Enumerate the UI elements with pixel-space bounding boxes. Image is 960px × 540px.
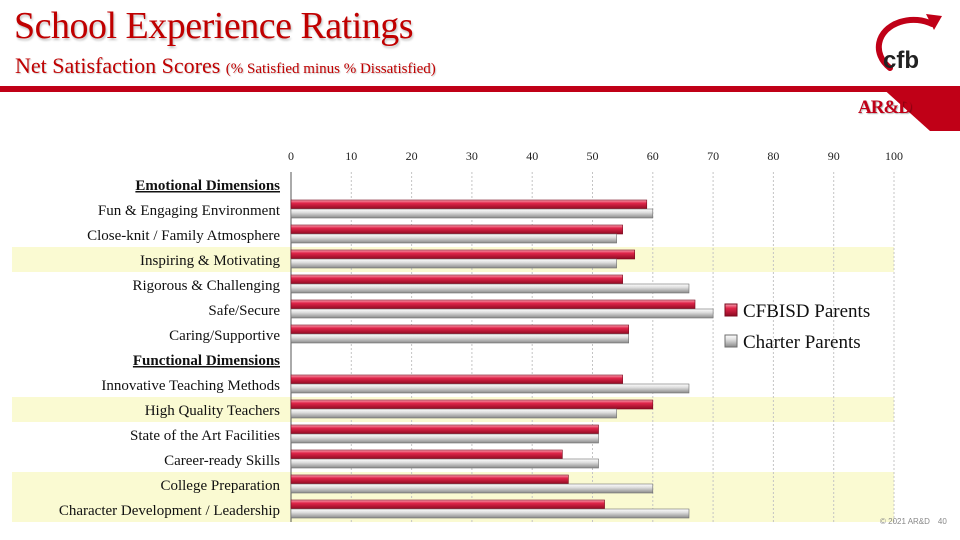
bar-charter: [290, 333, 629, 344]
footer: © 2021 AR&D 40: [880, 517, 955, 526]
bar-charter: [290, 233, 617, 244]
brand-label: AR&D: [858, 97, 912, 118]
x-tick-label: 50: [587, 149, 599, 163]
x-tick-label: 100: [885, 149, 903, 163]
bar-cfbisd: [290, 299, 696, 310]
x-tick-label: 30: [466, 149, 478, 163]
subtitle-note: (% Satisfied minus % Dissatisfied): [225, 61, 436, 77]
category-label: State of the Art Facilities: [130, 428, 280, 444]
x-tick-label: 10: [345, 149, 357, 163]
bars: [290, 199, 714, 519]
category-label: Fun & Engaging Environment: [98, 203, 281, 219]
bar-charter: [290, 508, 690, 519]
bar-charter: [290, 483, 654, 494]
subtitle-main: Net Satisfaction Scores: [15, 53, 221, 78]
brand-corner-decoration: [880, 86, 960, 131]
logo-swoosh-icon: [875, 16, 935, 71]
section-header: Emotional Dimensions: [135, 178, 280, 194]
x-tick-label: 20: [406, 149, 418, 163]
bar-charter: [290, 208, 654, 219]
category-label: Inspiring & Motivating: [140, 253, 280, 269]
x-tick-label: 70: [707, 149, 719, 163]
bar-cfbisd: [290, 249, 636, 260]
bar-charter: [290, 283, 690, 294]
bar-cfbisd: [290, 324, 629, 335]
bar-cfbisd: [290, 449, 563, 460]
bar-cfbisd: [290, 474, 569, 485]
bar-cfbisd: [290, 499, 605, 510]
bar-charter: [290, 258, 617, 269]
legend: CFBISD Parents Charter Parents: [724, 301, 870, 353]
logo-text: cfb: [883, 47, 919, 74]
copyright: © 2021 AR&D: [880, 517, 930, 526]
bar-charter: [290, 408, 617, 419]
category-label: Character Development / Leadership: [59, 503, 280, 519]
category-label: High Quality Teachers: [145, 403, 280, 419]
category-label: Rigorous & Challenging: [133, 278, 281, 294]
bar-cfbisd: [290, 399, 654, 410]
bar-cfbisd: [290, 274, 623, 285]
category-label: Career-ready Skills: [164, 453, 280, 469]
row-labels: Emotional Dimensions Fun & Engaging Envir…: [59, 178, 281, 519]
x-tick-label: 80: [767, 149, 779, 163]
cfb-logo: cfb: [875, 14, 942, 74]
bar-charter: [290, 308, 714, 319]
bar-charter: [290, 433, 599, 444]
slide-subtitle: Net Satisfaction Scores (% Satisfied min…: [15, 53, 436, 79]
x-tick-label: 90: [828, 149, 840, 163]
bar-cfbisd: [290, 374, 623, 385]
bar-charter: [290, 383, 690, 394]
legend-label-charter: Charter Parents: [743, 332, 861, 353]
bar-cfbisd: [290, 424, 599, 435]
category-label: Innovative Teaching Methods: [101, 378, 280, 394]
page-number: 40: [937, 517, 947, 526]
x-axis-ticks: 0 10 20 30 40 50 60 70 80 90 100: [288, 149, 903, 163]
legend-swatch-cfbisd: [724, 303, 738, 317]
legend-swatch-charter: [724, 334, 738, 348]
slide-title: School Experience Ratings: [14, 5, 414, 47]
bar-charter: [290, 458, 599, 469]
category-label: Close-knit / Family Atmosphere: [87, 228, 280, 244]
legend-label-cfbisd: CFBISD Parents: [743, 301, 870, 322]
x-tick-label: 60: [647, 149, 659, 163]
bar-cfbisd: [290, 224, 623, 235]
x-tick-label: 40: [526, 149, 538, 163]
category-label: Caring/Supportive: [169, 328, 280, 344]
header-divider: [0, 86, 960, 92]
logo-arrow-icon: [926, 14, 942, 30]
bar-cfbisd: [290, 199, 648, 210]
category-label: College Preparation: [160, 478, 280, 494]
category-label: Safe/Secure: [208, 303, 280, 319]
x-tick-label: 0: [288, 149, 294, 163]
section-header: Functional Dimensions: [133, 353, 280, 369]
